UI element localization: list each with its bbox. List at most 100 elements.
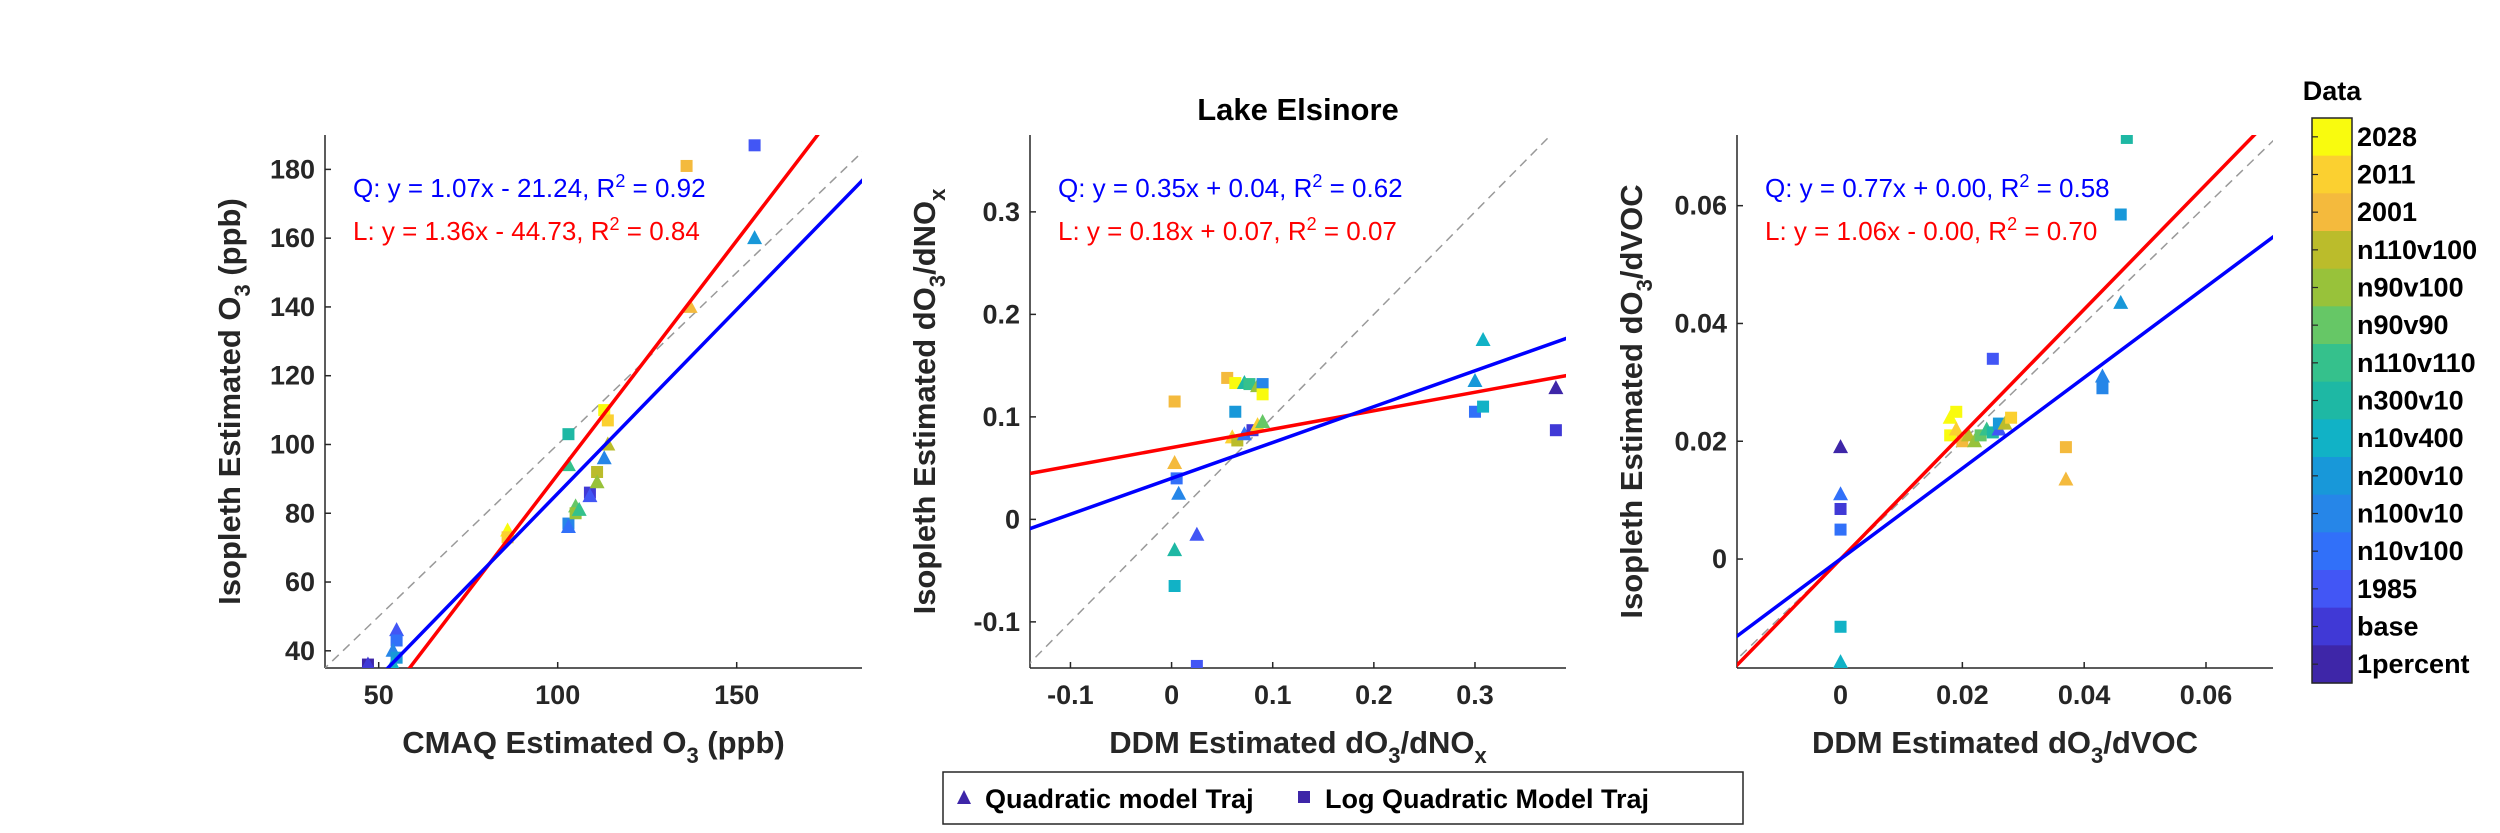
y-axis-label: Isopleth Estimated dO3/dVOC [1614,184,1657,618]
point-square-2001 [1169,396,1181,408]
linear-fit-equation: L: y = 1.36x - 44.73, R2 = 0.84 [353,214,700,246]
colorbar-label: n90v100 [2357,273,2464,303]
quadratic-fit-equation: Q: y = 1.07x - 21.24, R2 = 0.92 [353,171,706,203]
point-square-n300v10 [2121,132,2133,144]
colorbar-label: n90v90 [2357,310,2449,340]
colorbar-label: base [2357,612,2419,642]
point-triangle-2001 [1167,455,1182,469]
point-square-base [1835,503,1847,515]
y-tick-label: 0.1 [982,402,1020,432]
colorbar-label: n300v10 [2357,386,2464,416]
point-square-n200v10 [1229,406,1241,418]
y-tick-label: 0 [1005,504,1020,534]
y-tick-label: 160 [270,223,315,253]
y-tick-label: 0 [1712,544,1727,574]
legend: Quadratic model Traj Log Quadratic Model … [943,772,1743,824]
point-square-base [1550,424,1562,436]
colorbar-label: n10v100 [2357,536,2464,566]
x-tick-label: 0 [1164,680,1179,710]
point-triangle-n10v400 [1833,654,1848,668]
x-tick-label: 0.2 [1355,680,1393,710]
point-triangle-n100v10 [1171,486,1186,500]
point-square-n10v400 [1169,580,1181,592]
x-axis-label: DDM Estimated dO3/dNOx [1109,725,1487,768]
y-tick-label: 80 [285,498,315,528]
point-triangle-1985 [1189,527,1204,541]
point-square-2028 [1257,388,1269,400]
point-triangle-n200v10 [2113,295,2128,309]
x-tick-label: 100 [535,680,580,710]
x-tick-label: 0 [1833,680,1848,710]
quadratic-fit-equation: Q: y = 0.35x + 0.04, R2 = 0.62 [1058,171,1403,203]
identity-line [321,132,883,672]
colorbar-label: 2028 [2357,122,2417,152]
x-tick-label: 0.06 [2180,680,2233,710]
x-tick-label: 50 [364,680,394,710]
x-axis-label: DDM Estimated dO3/dVOC [1812,725,2198,768]
x-tick-label: 0.04 [2058,680,2111,710]
x-tick-label: 0.1 [1254,680,1292,710]
x-tick-label: 0.3 [1456,680,1494,710]
point-square-n200v10 [2115,209,2127,221]
point-triangle-n10v400 [1476,332,1491,346]
colorbar-label: n10v400 [2357,423,2464,453]
y-tick-label: -0.1 [973,607,1020,637]
y-axis-label: Isopleth Estimated dO3/dNOx [907,188,950,615]
point-triangle-n200v10 [747,230,762,244]
point-square-1985 [1191,660,1203,672]
linear-fit-equation: L: y = 0.18x + 0.07, R2 = 0.07 [1058,214,1397,246]
point-triangle-n200v10 [1467,373,1482,387]
colorbar-label: n110v100 [2357,235,2477,265]
colorbar: Data 2028 2011 2001 n110v100 n90v100 n90v90 n11… [2303,76,2477,684]
y-tick-label: 40 [285,636,315,666]
point-triangle-n10v100 [1833,486,1848,500]
point-triangle-1985 [389,622,404,636]
x-axis-label: CMAQ Estimated O3 (ppb) [402,725,785,768]
colorbar-label: 2001 [2357,197,2417,227]
point-square-n300v10 [562,428,574,440]
colorbar-title: Data [2303,76,2363,106]
x-tick-label: -0.1 [1047,680,1094,710]
x-tick-label: 150 [714,680,759,710]
point-square-2001 [2060,441,2072,453]
y-tick-label: 180 [270,154,315,184]
colorbar-label: n100v10 [2357,499,2464,529]
colorbar-label: 1percent [2357,649,2470,679]
y-tick-label: 0.3 [982,197,1020,227]
x-tick-label: 0.02 [1936,680,1989,710]
legend-square-marker [1298,791,1310,803]
point-triangle-2001 [2058,472,2073,486]
point-square-1985 [1987,353,1999,365]
point-square-n10v400 [1835,621,1847,633]
figure-title: Lake Elsinore [1197,92,1399,127]
point-triangle-n300v10 [1167,542,1182,556]
point-square-2001 [681,160,693,172]
point-square-2011 [2005,412,2017,424]
legend-label: Log Quadratic Model Traj [1325,784,1649,814]
point-triangle-1percent [1833,439,1848,453]
quadratic-fit-equation: Q: y = 0.77x + 0.00, R2 = 0.58 [1765,171,2110,203]
point-square-n100v10 [1257,378,1269,390]
point-triangle-n100v10 [2095,368,2110,382]
linear-fit-line [0,0,1399,833]
y-axis-label: Isopleth Estimated O3 (ppb) [212,198,255,605]
colorbar-label: n200v10 [2357,461,2464,491]
y-tick-label: 0.2 [982,299,1020,329]
y-tick-label: 0.04 [1674,308,1727,338]
linear-fit-line [494,278,2102,571]
point-square-1985 [749,139,761,151]
y-tick-label: 120 [270,361,315,391]
point-square-n100v10 [2096,382,2108,394]
colorbar-label: n110v110 [2357,348,2476,378]
y-tick-label: 60 [285,567,315,597]
plot-area [0,0,1399,833]
colorbar-label: 2011 [2357,160,2416,190]
panel-o3: 50 100 150 40 60 80 100 120 140 160 180 Q: y = 1.07… [0,0,1399,833]
point-square-n10v100 [1835,524,1847,536]
colorbar-label: 1985 [2357,574,2417,604]
y-tick-label: 100 [270,429,315,459]
legend-label: Quadratic model Traj [985,784,1254,814]
point-square-2028 [1950,406,1962,418]
quadratic-fit-line [0,0,1399,833]
